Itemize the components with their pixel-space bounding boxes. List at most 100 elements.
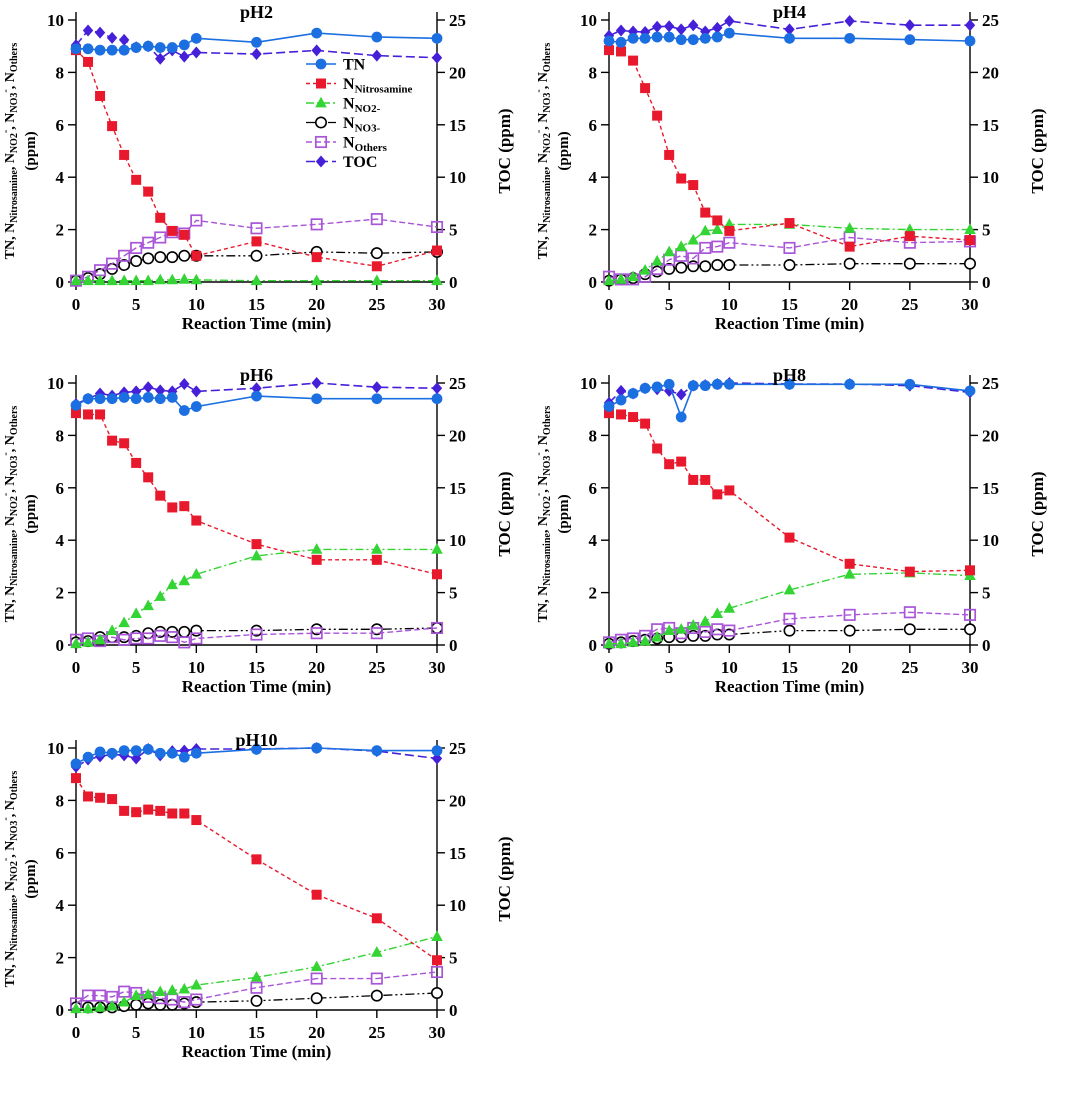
x-tick-label: 20 [841,295,858,314]
right-tick-label: 10 [449,531,466,550]
marker-triangle [154,273,167,285]
marker-triangle [663,245,675,257]
marker-circle [106,747,118,759]
marker-circle [844,378,856,390]
marker-square-open [783,612,796,625]
marker-circle [154,747,166,759]
axes [75,375,438,646]
marker-triangle [94,274,106,286]
x-tick-label: 5 [665,295,674,314]
left-axis-label-line2: (ppm) [23,494,39,533]
marker-circle [315,58,327,70]
marker-square-open [130,241,143,254]
marker-diamond [118,33,130,46]
marker-triangle [687,619,700,630]
left-tick-label: 10 [47,739,64,758]
marker-triangle [675,623,687,634]
marker-square [652,443,663,454]
marker-circle [190,401,202,412]
marker-square-open [723,236,736,249]
marker-circle [118,745,130,757]
marker-circle-open [723,258,736,271]
marker-triangle [711,223,724,234]
marker-circle [371,31,383,43]
marker-circle [154,42,166,53]
marker-square [371,554,382,565]
x-tick-label: 10 [188,1023,205,1042]
marker-triangle [615,637,627,649]
marker-triangle [166,273,179,285]
marker-triangle [250,549,263,561]
left-tick-label: 0 [56,636,65,655]
marker-square [119,805,130,816]
marker-circle [311,27,323,39]
marker-triangle [178,982,191,994]
marker-circle [904,378,916,390]
legend-label: TOC [343,154,377,171]
marker-triangle [843,222,856,233]
marker-square [311,889,322,900]
marker-circle [964,385,976,397]
marker-diamond [315,155,327,168]
marker-diamond [251,382,262,395]
marker-square-open [118,249,131,262]
marker-square [676,173,687,184]
marker-circle [687,380,699,392]
right-tick-label: 15 [449,844,466,863]
marker-diamond [167,385,178,398]
left-axis-label-line1: TN, NNitrosamine, NNO2-, NNO3-, NOthers [534,406,553,623]
series-line-N_NO2- [608,223,970,282]
marker-triangle [142,599,154,611]
right-tick-label: 15 [982,116,999,135]
marker-square [844,558,855,569]
marker-circle [603,35,615,47]
marker-square-open [310,972,323,985]
marker-triangle [82,636,94,647]
left-axis-label: TN, NNitrosamine, NNO2-, NNO3-, NOthers(… [1,406,39,623]
marker-square [71,773,81,784]
marker-square-open [783,241,796,254]
marker-circle [431,745,443,757]
marker-square [965,235,975,246]
marker-triangle [82,1002,94,1014]
marker-square [311,252,322,263]
marker-circle-open [130,998,143,1011]
series-N_Nitrosamine [71,408,442,580]
marker-diamond [179,378,190,391]
legend-entry-N_NO3-: NNO3- [306,115,381,135]
right-tick-label: 0 [449,636,458,655]
marker-circle-open [783,624,796,637]
marker-square [167,808,178,819]
series-N_NO2- [70,273,443,286]
x-tick-label: 5 [132,658,141,677]
axes [608,375,971,646]
legend-label: NNO3- [343,115,381,135]
marker-diamond [964,19,976,32]
marker-circle-open [178,625,191,638]
marker-square [712,489,723,500]
marker-square-open [675,249,688,262]
marker-triangle [106,624,118,635]
marker-square-open [118,985,131,998]
marker-circle [94,44,106,56]
marker-square-open [142,236,155,249]
left-axis-label: TN, NNitrosamine, NNO2-, NNO3-, NOthers(… [534,406,572,623]
marker-diamond [615,24,627,37]
series-TN [603,27,976,48]
marker-square [131,807,142,818]
x-tick-label: 5 [665,658,674,677]
marker-circle-open [963,257,976,270]
marker-triangle [627,636,639,647]
marker-diamond [676,388,687,401]
marker-square-open [370,627,383,640]
marker-square [316,78,326,89]
chart-title: pH4 [772,2,806,22]
marker-triangle [783,583,796,595]
series-line-N_Nitrosamine [608,412,971,573]
marker-square [131,174,142,185]
chart-title: pH6 [239,365,273,385]
legend-label: TN [343,57,366,74]
marker-square-open [903,606,916,619]
marker-circle [251,390,262,402]
left-axis-label-line2: (ppm) [23,131,39,170]
